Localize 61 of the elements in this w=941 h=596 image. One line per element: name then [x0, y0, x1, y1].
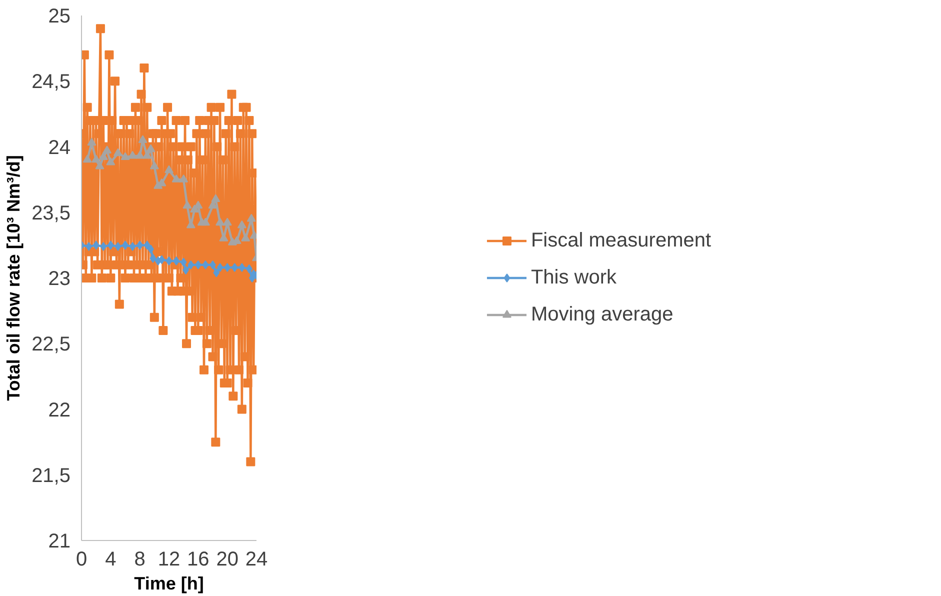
x-tick-label: 0 — [76, 548, 88, 570]
point — [216, 263, 224, 272]
y-tick-label: 25 — [48, 6, 71, 28]
legend-label: Fiscal measurement — [530, 229, 712, 252]
x-tick-label: 12 — [158, 548, 180, 570]
x-tick-label: 16 — [187, 548, 210, 570]
point — [188, 260, 194, 270]
point — [241, 234, 250, 242]
x-tick-label: 24 — [245, 548, 268, 570]
point — [224, 263, 230, 272]
point — [166, 256, 172, 266]
point — [82, 154, 92, 163]
point — [86, 242, 92, 251]
point — [200, 218, 210, 226]
point — [180, 258, 187, 267]
x-tick-label: 20 — [216, 548, 238, 570]
legend-label: This work — [530, 266, 617, 289]
point — [150, 254, 156, 263]
x-tick-label: 8 — [134, 548, 146, 570]
y-tick-label: 22 — [48, 399, 71, 422]
point — [135, 150, 144, 159]
point — [87, 138, 96, 146]
point — [113, 148, 122, 156]
point — [202, 260, 209, 270]
point — [150, 161, 159, 170]
point — [164, 165, 174, 174]
point — [138, 135, 148, 143]
point — [246, 214, 256, 222]
point — [182, 200, 192, 209]
point — [92, 154, 101, 163]
legend-label: Moving average — [530, 303, 674, 326]
point — [128, 150, 138, 159]
point — [129, 242, 136, 251]
y-tick-label: 21 — [48, 530, 71, 552]
point — [213, 268, 220, 278]
point — [120, 152, 130, 160]
point — [179, 174, 188, 182]
point — [102, 146, 112, 154]
point — [231, 263, 238, 272]
y-tick-label: 24 — [48, 136, 71, 159]
x-tick-label: 4 — [105, 548, 116, 570]
point — [95, 161, 104, 170]
point — [100, 242, 107, 251]
point — [237, 220, 246, 228]
point — [92, 240, 100, 250]
y-axis-title: Total oil flow rate [10³ Nm³/d] — [4, 155, 24, 401]
point — [238, 263, 246, 272]
y-tick-label: 23 — [48, 268, 71, 290]
point — [106, 157, 116, 166]
point — [144, 240, 150, 250]
point — [216, 218, 225, 226]
point — [172, 174, 181, 182]
point — [98, 152, 108, 160]
x-axis-title: Time [h] — [134, 574, 204, 594]
y-tick-label: 22,5 — [32, 334, 71, 356]
point — [211, 194, 220, 202]
y-tick-label: 23,5 — [32, 202, 71, 224]
point — [114, 242, 122, 251]
point — [222, 218, 232, 226]
y-tick-label: 24,5 — [32, 71, 71, 94]
y-tick-label: 21,5 — [32, 464, 71, 487]
